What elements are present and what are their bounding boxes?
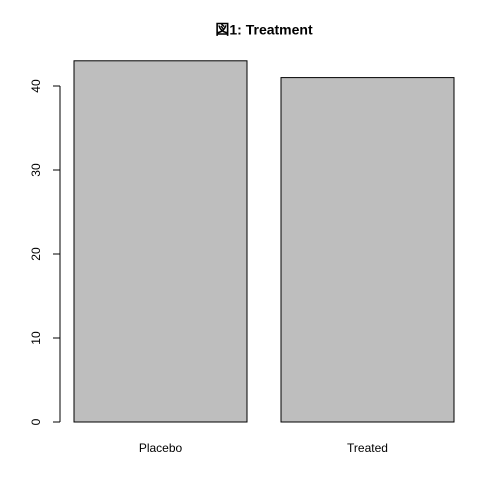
x-tick-label: Placebo (139, 441, 183, 455)
y-tick-label: 30 (29, 163, 43, 177)
x-tick-label: Treated (347, 441, 388, 455)
chart-title: 図1: Treatment (215, 22, 313, 38)
y-tick-label: 40 (29, 79, 43, 93)
bar (280, 77, 455, 423)
y-tick-label: 20 (29, 247, 43, 261)
bar (73, 60, 248, 423)
y-tick-label: 0 (29, 418, 43, 425)
y-tick-label: 10 (29, 331, 43, 345)
